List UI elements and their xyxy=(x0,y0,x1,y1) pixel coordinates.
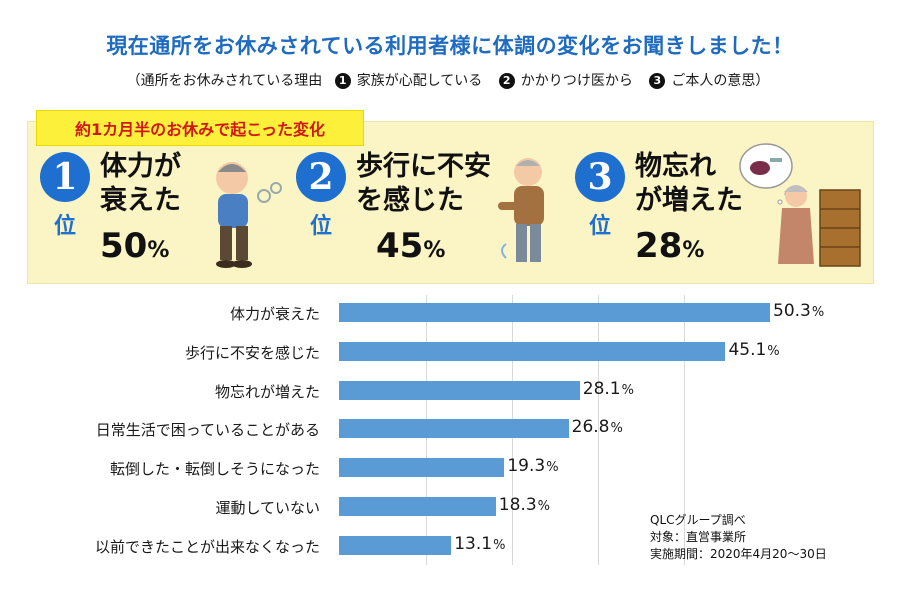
category-label: 体力が衰えた xyxy=(229,305,320,323)
rank-1-block: 1 位 体力が 衰えた 50% xyxy=(40,150,270,270)
reasons-prefix: （通所をお休みされている理由 xyxy=(126,73,323,89)
bar xyxy=(339,303,770,322)
reason-text-3: ご本人の意思） xyxy=(671,73,770,89)
rank-3-line1: 物忘れ xyxy=(635,151,716,182)
rank-3-line2: が増えた xyxy=(635,185,743,216)
rank-1-badge: 1 位 xyxy=(40,152,98,244)
number-3-icon: 3 xyxy=(649,73,666,89)
rank-1-number: 1 xyxy=(40,152,90,202)
category-label: 以前できたことが出来なくなった xyxy=(94,537,320,556)
bar xyxy=(339,458,505,478)
rank-3-block: 3 位 物忘れ が増えた 28% xyxy=(575,150,805,270)
rank-2-pct-unit: % xyxy=(423,238,446,263)
rank-1-pct-value: 50 xyxy=(100,226,148,266)
rank-2-block: 2 位 歩行に不安 を感じた 45% xyxy=(296,150,526,270)
reason-item-3: 3 ご本人の意思） xyxy=(649,73,773,89)
rank-2-badge: 2 位 xyxy=(296,152,354,244)
rank-3-badge: 3 位 xyxy=(575,152,633,244)
rank-2-percent: 45% xyxy=(376,226,445,266)
reason-item-2: 2 かかりつけ医から xyxy=(498,73,637,89)
rank-3-text: 物忘れ が増えた xyxy=(635,150,743,218)
source-line-1: QLCグループ調べ xyxy=(650,513,746,527)
rank-1-pct-unit: % xyxy=(147,238,170,263)
reasons-line: （通所をお休みされている理由 1 家族が心配している 2 かかりつけ医から 3 ご本人… xyxy=(0,70,900,90)
category-label: 物忘れが増えた xyxy=(214,382,320,401)
rank-3-pct-value: 28 xyxy=(635,226,683,266)
rank-2-number: 2 xyxy=(296,152,346,202)
rank-2-pct-value: 45 xyxy=(376,226,424,266)
bar xyxy=(339,497,496,516)
ranking-panel-tag: 約1カ月半のお休みで起こった変化 xyxy=(36,110,364,146)
number-1-icon: 1 xyxy=(334,73,351,89)
value-label: 28.1% xyxy=(582,378,634,399)
bar xyxy=(339,535,452,555)
forgetful-elder-illustration xyxy=(739,143,861,267)
gridline xyxy=(598,295,599,565)
category-label: 歩行に不安を感じた xyxy=(184,343,320,362)
page-title: 現在通所をお休みされている利用者様に体調の変化をお聞きしました！ xyxy=(106,34,794,58)
bar xyxy=(339,341,726,361)
rank-2-line2: を感じた xyxy=(356,185,464,216)
value-label: 26.8% xyxy=(571,417,623,438)
rank-3-percent: 28% xyxy=(635,226,704,266)
value-label: 19.3% xyxy=(507,456,559,477)
rank-1-text: 体力が 衰えた xyxy=(100,150,181,218)
number-2-icon: 2 xyxy=(498,73,515,89)
reason-item-1: 1 家族が心配している xyxy=(334,73,487,89)
rank-2-line1: 歩行に不安 xyxy=(356,151,491,182)
unsteady-walking-elder-illustration xyxy=(498,158,544,262)
rank-2-text: 歩行に不安 を感じた xyxy=(356,150,491,218)
reason-text-2: かかりつけ医から xyxy=(520,73,633,89)
source-line-3: 実施期間：2020年4月20～30日 xyxy=(650,547,827,561)
rank-2-suffix: 位 xyxy=(310,214,333,239)
category-label: 転倒した・転倒しそうになった xyxy=(109,460,320,479)
value-label: 45.1% xyxy=(728,339,780,360)
rank-3-number: 3 xyxy=(575,152,625,202)
tired-elder-illustration xyxy=(216,162,282,268)
reason-text-1: 家族が心配している xyxy=(356,73,483,89)
category-label: 運動していない xyxy=(215,499,320,517)
source-line-2: 対象：直営事業所 xyxy=(650,530,747,544)
rank-1-percent: 50% xyxy=(100,226,169,266)
value-label: 13.1% xyxy=(454,533,506,554)
value-label: 50.3% xyxy=(773,301,825,321)
bar xyxy=(339,419,569,439)
gridline xyxy=(684,295,685,565)
ranking-panel xyxy=(27,121,874,284)
rank-1-line1: 体力が xyxy=(100,151,181,182)
bar xyxy=(339,380,580,400)
rank-1-line2: 衰えた xyxy=(100,185,181,216)
rank-1-suffix: 位 xyxy=(54,214,77,239)
source-note: QLCグループ調べ 対象：直営事業所 実施期間：2020年4月20～30日 xyxy=(650,512,827,563)
value-label: 18.3% xyxy=(498,495,551,515)
rank-3-pct-unit: % xyxy=(682,238,705,263)
category-label: 日常生活で困っていることがある xyxy=(95,421,320,440)
rank-3-suffix: 位 xyxy=(589,214,612,239)
